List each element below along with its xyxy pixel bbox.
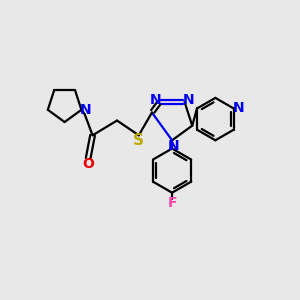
Text: N: N bbox=[233, 101, 245, 116]
Text: O: O bbox=[82, 157, 94, 170]
Text: F: F bbox=[167, 196, 177, 210]
Text: S: S bbox=[133, 133, 144, 148]
Text: N: N bbox=[150, 94, 162, 107]
Text: N: N bbox=[80, 103, 91, 117]
Text: N: N bbox=[183, 94, 194, 107]
Text: N: N bbox=[168, 139, 179, 153]
